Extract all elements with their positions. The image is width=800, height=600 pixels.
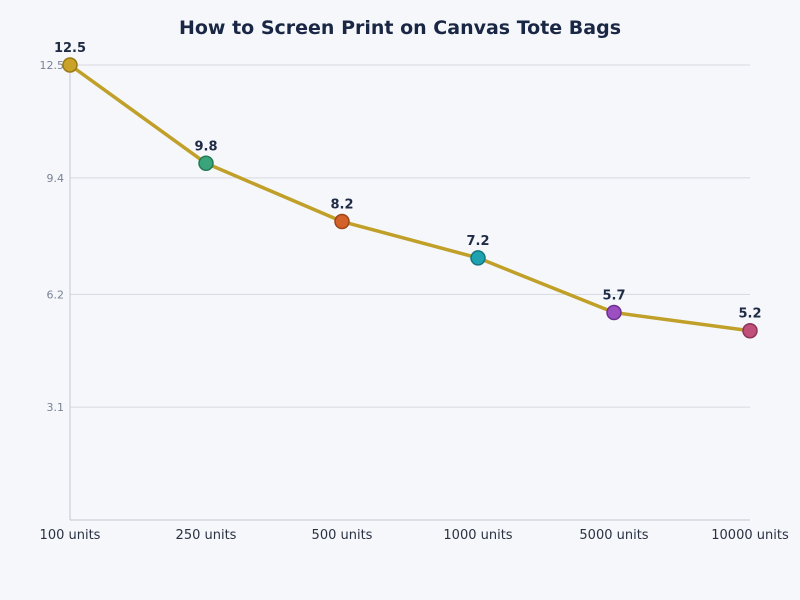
series-line — [68, 63, 751, 333]
x-tick-labels: 100 units 250 units 500 units 1000 units 500… — [40, 528, 789, 543]
data-label: 12.5 — [54, 41, 86, 56]
data-point — [334, 213, 350, 230]
x-tick-label: 10000 units — [711, 528, 789, 543]
y-tick-labels: 3.1 6.2 9.4 12.5 — [40, 59, 65, 414]
y-tick-label: 3.1 — [47, 401, 65, 414]
x-tick-label: 1000 units — [443, 528, 512, 543]
data-label: 5.2 — [738, 307, 761, 322]
gridlines — [70, 64, 750, 408]
data-point — [606, 304, 622, 321]
x-tick-label: 250 units — [176, 528, 237, 543]
x-tick-label: 100 units — [40, 528, 101, 543]
y-tick-label: 12.5 — [40, 59, 65, 72]
data-label: 7.2 — [466, 234, 489, 249]
data-label: 5.7 — [602, 289, 625, 304]
data-label: 9.8 — [194, 139, 217, 154]
data-point — [742, 322, 758, 339]
chart-title: How to Screen Print on Canvas Tote Bags — [179, 17, 621, 39]
x-tick-label: 5000 units — [579, 528, 648, 543]
y-tick-label: 6.2 — [47, 288, 65, 301]
data-point — [470, 250, 486, 266]
data-labels: 12.5 9.8 8.2 7.2 5.7 5.2 — [54, 41, 762, 322]
data-point — [198, 155, 214, 172]
data-point — [62, 57, 78, 73]
y-tick-label: 9.4 — [47, 172, 65, 185]
x-tick-label: 500 units — [312, 528, 373, 543]
data-label: 8.2 — [330, 198, 353, 213]
data-points — [62, 57, 758, 339]
